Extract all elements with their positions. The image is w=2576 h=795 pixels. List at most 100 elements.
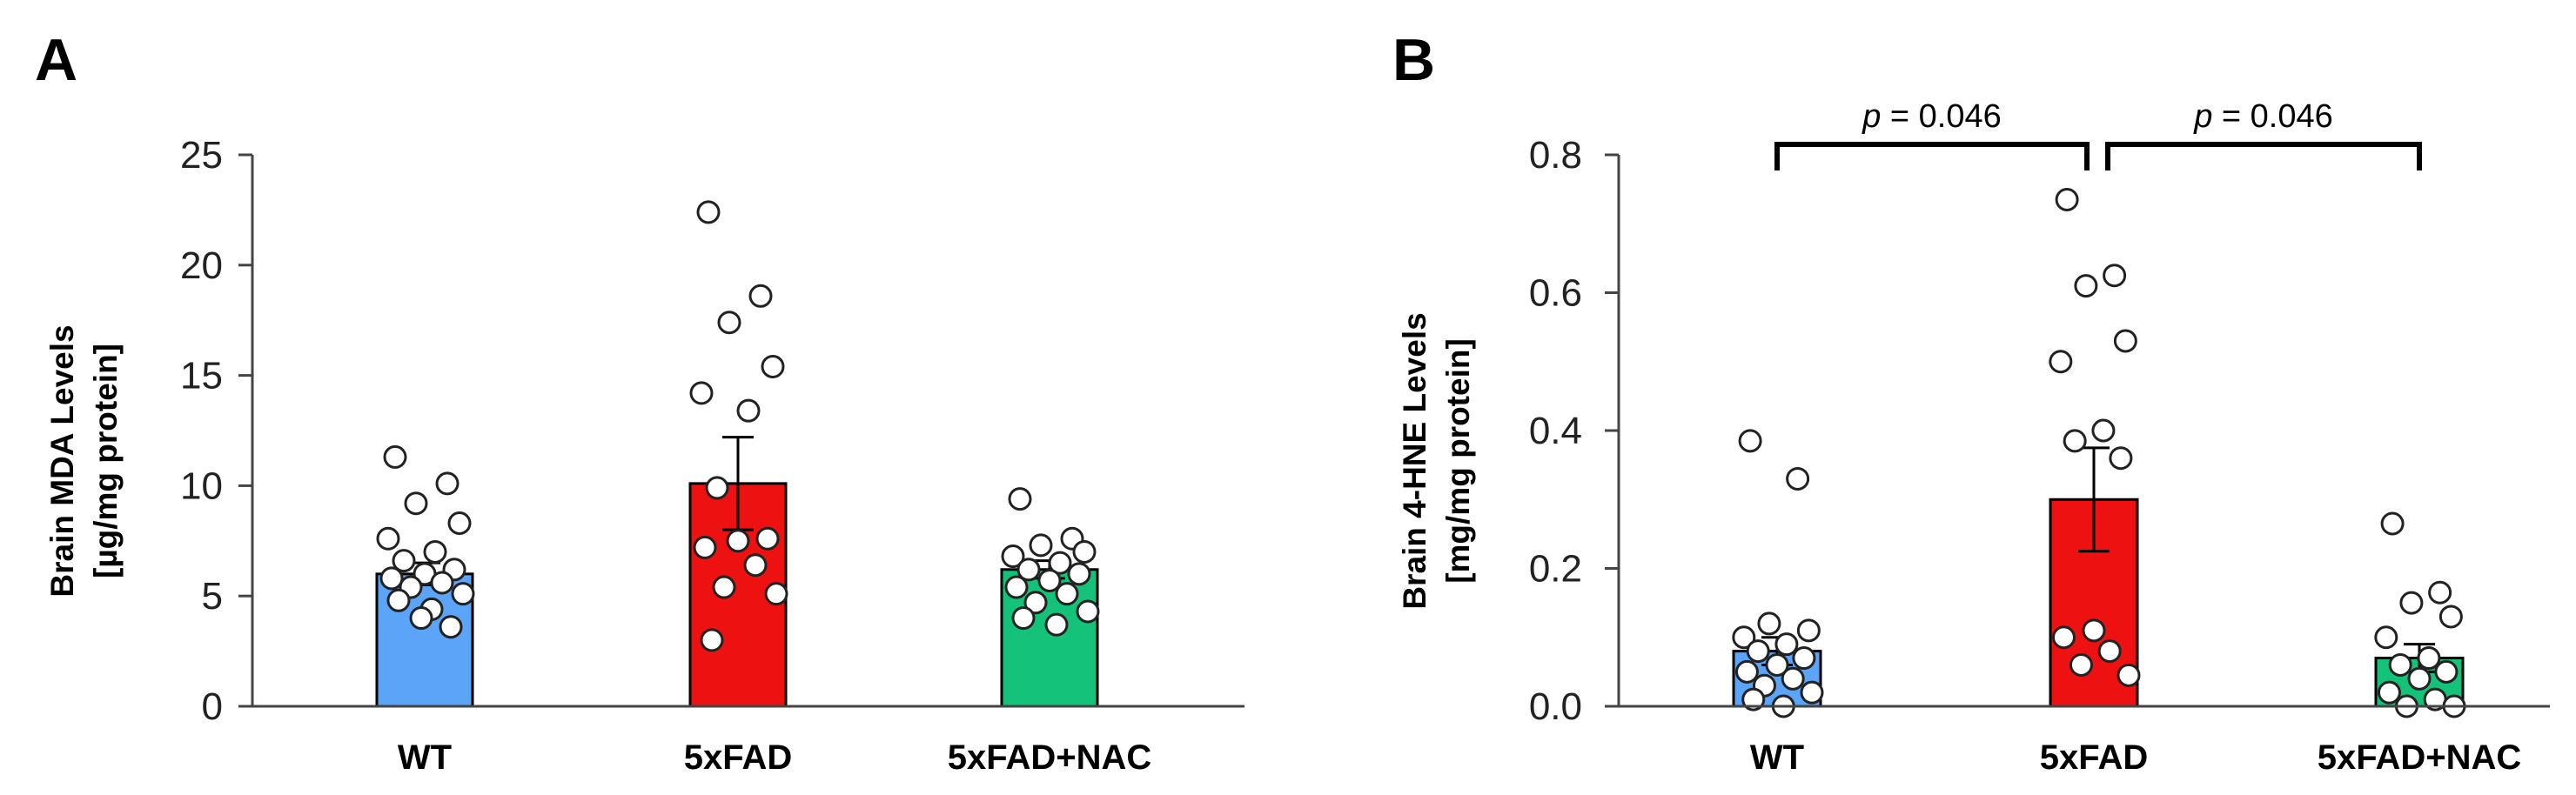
data-point-a-0-13 — [386, 588, 411, 612]
data-point-b-0-0 — [1738, 429, 1762, 453]
data-point-b-0-6 — [1746, 639, 1770, 664]
data-point-b-1-9 — [2051, 625, 2076, 650]
data-point-b-2-4 — [2374, 625, 2398, 650]
points-b — [1732, 188, 2466, 718]
data-point-a-0-3 — [447, 511, 472, 536]
data-point-a-0-10 — [430, 571, 454, 595]
category-label-a-1: 5xFAD — [684, 738, 793, 777]
data-point-a-1-6 — [705, 476, 729, 500]
y-axis-label-b-line2: [mg/mg protein] — [1440, 338, 1476, 584]
data-point-b-0-13 — [1741, 687, 1766, 711]
data-point-a-2-3 — [1072, 539, 1097, 564]
data-point-a-0-0 — [383, 444, 407, 469]
data-point-b-2-7 — [2434, 659, 2459, 684]
data-point-b-0-3 — [1796, 618, 1821, 643]
data-point-a-0-6 — [392, 549, 416, 573]
y-tick-label-a-5: 25 — [180, 134, 223, 177]
panel-a: A Brain MDA Levels [µg/mg protein] 0 5 10 1… — [35, 27, 1244, 777]
data-point-b-1-10 — [2097, 639, 2122, 664]
panel-letter-b: B — [1392, 27, 1435, 93]
y-ticks-a: 0 5 10 15 20 25 — [180, 134, 252, 728]
panel-b: B Brain 4-HNE Levels [mg/mg protein] 0.0… — [1392, 27, 2550, 777]
category-label-a-0: WT — [398, 738, 452, 777]
category-label-a-2: 5xFAD+NAC — [948, 738, 1152, 777]
data-point-a-1-2 — [717, 311, 741, 335]
y-tick-label-a-2: 10 — [180, 464, 223, 507]
data-point-a-0-4 — [376, 526, 400, 551]
data-point-b-2-9 — [2377, 680, 2401, 705]
y-tick-label-b-3: 0.6 — [1529, 272, 1582, 315]
data-point-b-0-1 — [1786, 466, 1810, 491]
data-point-a-0-9 — [379, 566, 404, 591]
data-point-a-1-3 — [761, 354, 785, 378]
data-point-a-1-7 — [755, 526, 780, 551]
y-tick-label-a-0: 0 — [202, 685, 223, 728]
data-point-a-0-2 — [404, 491, 428, 516]
category-labels-a: WT 5xFAD 5xFAD+NAC — [398, 738, 1151, 777]
bars-b — [1732, 498, 2465, 708]
data-point-b-0-7 — [1792, 646, 1816, 671]
data-point-a-1-4 — [689, 381, 714, 405]
significance-bracket-1 — [2105, 142, 2422, 170]
data-point-b-1-8 — [2082, 618, 2106, 643]
data-point-b-0-12 — [1800, 680, 1824, 705]
category-labels-b: WT 5xFAD 5xFAD+NAC — [1750, 738, 2521, 777]
y-tick-label-b-1: 0.2 — [1529, 548, 1582, 591]
data-point-a-2-6 — [1016, 558, 1041, 582]
data-point-a-0-15 — [409, 606, 433, 631]
category-label-b-1: 5xFAD — [2040, 738, 2149, 777]
data-point-b-2-0 — [2380, 511, 2405, 536]
data-point-a-2-9 — [1004, 575, 1029, 599]
panel-letter-a: A — [35, 27, 77, 93]
data-point-b-1-0 — [2055, 188, 2079, 212]
data-point-b-1-3 — [2113, 329, 2137, 353]
data-point-b-1-2 — [2074, 274, 2098, 298]
data-point-a-2-14 — [1044, 612, 1069, 637]
data-point-a-2-7 — [1067, 562, 1091, 586]
data-point-a-2-12 — [1076, 599, 1100, 624]
data-point-b-1-1 — [2103, 264, 2127, 288]
data-point-b-2-2 — [2399, 591, 2424, 615]
data-point-a-2-0 — [1008, 487, 1032, 511]
data-point-b-1-5 — [2091, 418, 2116, 443]
y-ticks-b: 0.0 0.2 0.4 0.6 0.8 — [1529, 134, 1619, 728]
data-point-b-1-6 — [2063, 429, 2087, 453]
points-a — [376, 200, 1100, 652]
data-point-a-1-8 — [726, 529, 750, 553]
data-point-b-2-5 — [2417, 646, 2441, 671]
data-point-a-1-5 — [736, 398, 761, 423]
data-point-b-0-2 — [1757, 611, 1781, 636]
y-tick-label-b-2: 0.4 — [1529, 410, 1582, 452]
data-point-b-0-5 — [1774, 632, 1799, 657]
data-point-a-2-2 — [1029, 533, 1053, 558]
y-tick-label-a-1: 5 — [202, 575, 223, 618]
p-value-label-0: p = 0.046 — [1862, 98, 2002, 135]
data-point-b-1-4 — [2049, 350, 2073, 374]
data-point-a-1-1 — [748, 284, 773, 308]
y-axis-label-a-line1: Brain MDA Levels — [44, 324, 80, 597]
data-point-a-2-8 — [1037, 568, 1062, 592]
p-value-label-1: p = 0.046 — [2193, 98, 2333, 135]
data-point-b-2-1 — [2428, 580, 2452, 605]
data-point-a-0-16 — [439, 615, 463, 639]
data-point-b-1-7 — [2109, 446, 2133, 471]
data-point-a-0-1 — [435, 471, 460, 496]
data-point-b-2-3 — [2438, 605, 2463, 629]
y-axis-label-a-line2: [µg/mg protein] — [88, 344, 124, 578]
category-label-b-0: WT — [1750, 738, 1804, 777]
data-point-a-1-12 — [764, 582, 788, 606]
data-point-b-1-11 — [2069, 652, 2093, 677]
data-point-a-2-4 — [1001, 544, 1025, 569]
data-point-b-0-9 — [1734, 659, 1759, 684]
significance-bracket-0 — [1774, 142, 2090, 170]
data-point-a-2-5 — [1048, 551, 1072, 575]
data-point-a-2-13 — [1011, 606, 1036, 631]
data-point-a-2-11 — [1023, 591, 1048, 615]
data-point-b-0-4 — [1732, 625, 1756, 650]
y-tick-label-a-3: 15 — [180, 355, 223, 398]
data-point-a-1-9 — [693, 535, 717, 559]
y-axis-label-b-line1: Brain 4-HNE Levels — [1397, 312, 1432, 609]
data-point-b-2-6 — [2388, 652, 2412, 677]
data-point-a-2-10 — [1055, 582, 1079, 606]
